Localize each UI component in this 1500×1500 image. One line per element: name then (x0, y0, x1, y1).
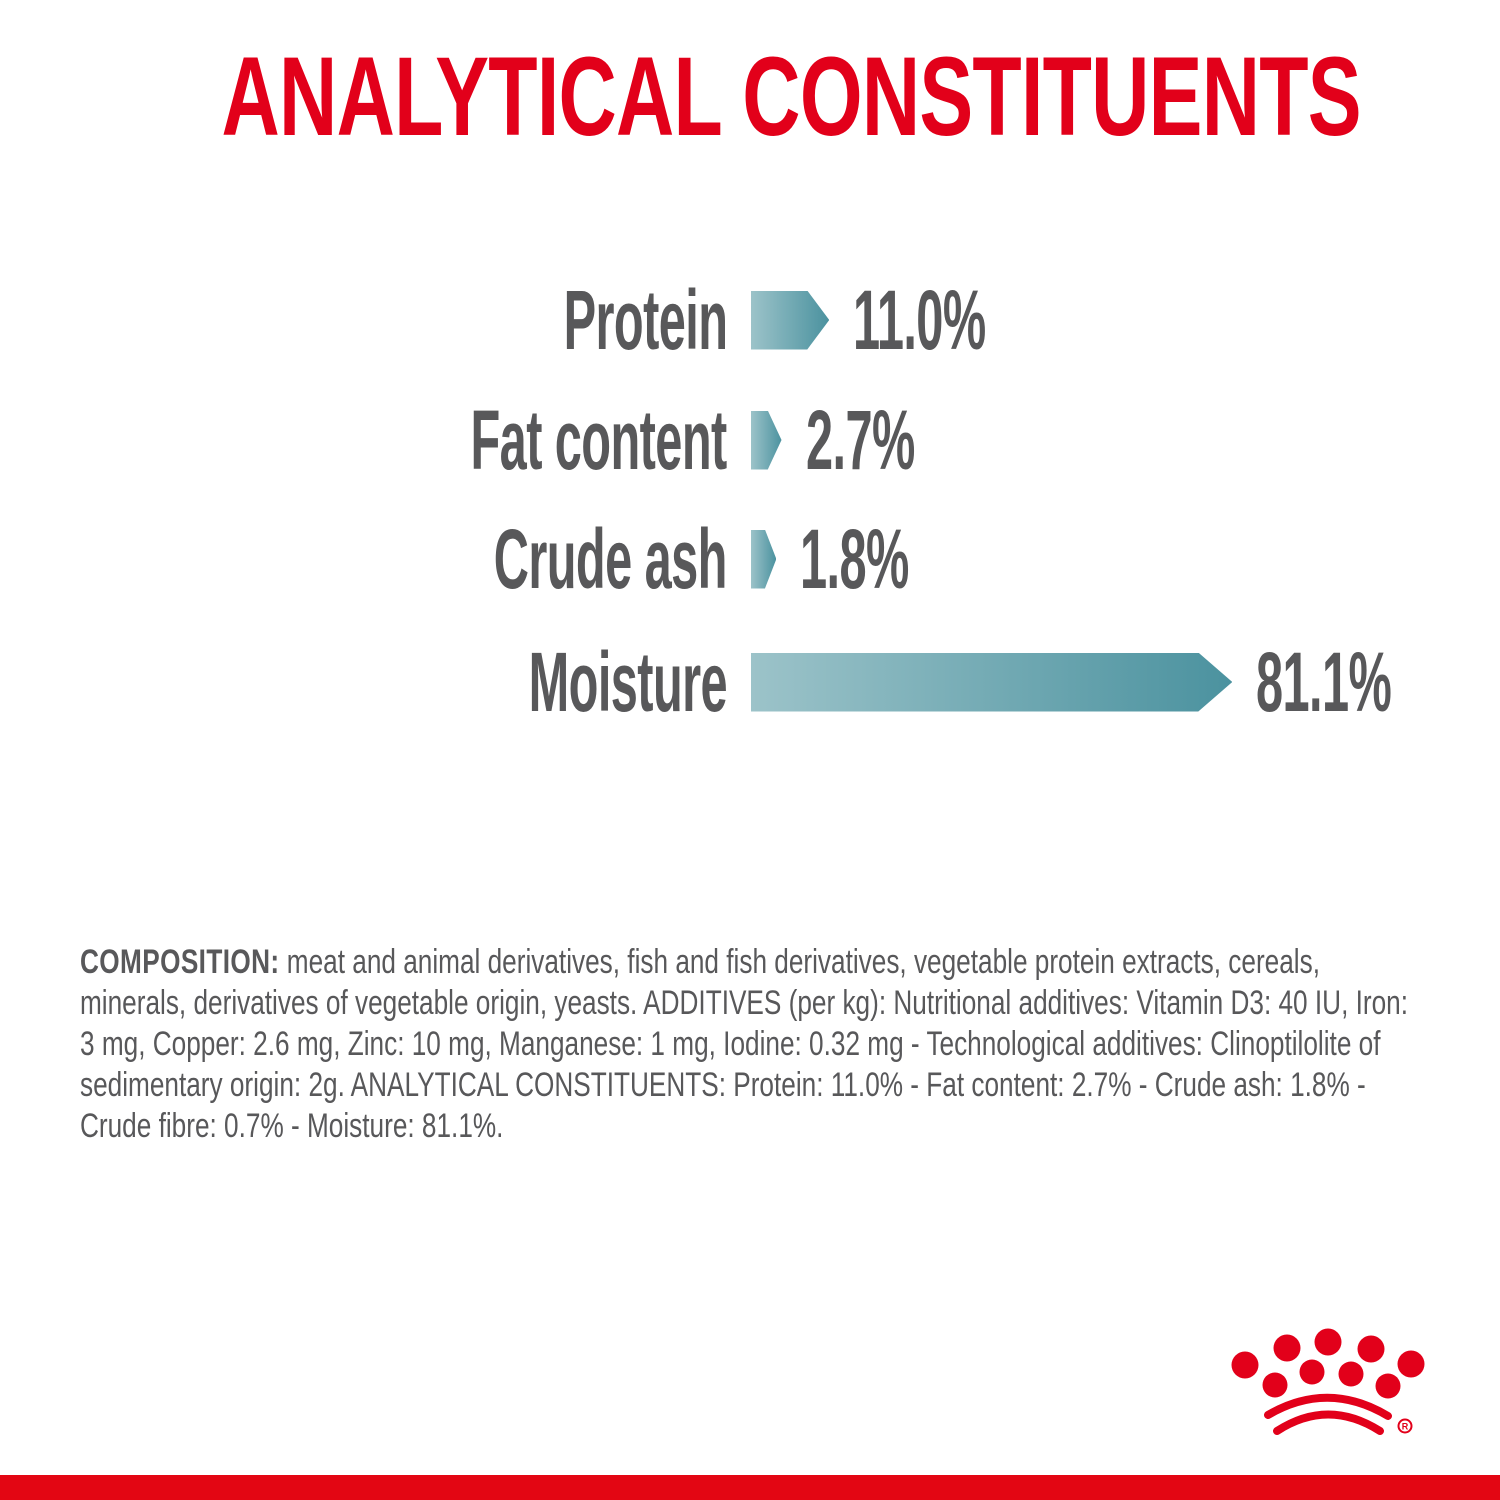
chart-row-moisture: Moisture 81.1% (0, 622, 1500, 742)
svg-text:R: R (1402, 1422, 1409, 1432)
composition-text: meat and animal derivatives, fish and fi… (80, 943, 1408, 1145)
registered-trademark-icon: R (1397, 1418, 1413, 1434)
category-label: Moisture (528, 635, 728, 729)
category-label: Crude ash (493, 512, 728, 606)
value-bar (751, 291, 829, 350)
chart-row-fat-content: Fat content 2.7% (0, 380, 1500, 500)
value-bar (751, 411, 782, 470)
chart-row-crude-ash: Crude ash 1.8% (0, 499, 1500, 619)
footer-red-bar (0, 1475, 1500, 1500)
page-title: ANALYTICAL CONSTITUENTS (0, 38, 1500, 156)
page-title-text: ANALYTICAL CONSTITUENTS (221, 34, 1362, 159)
chart-row-protein: Protein 11.0% (0, 260, 1500, 380)
category-label: Fat content (470, 393, 728, 487)
royal-canin-crown-logo: R (1231, 1328, 1425, 1435)
category-label: Protein (563, 273, 727, 367)
composition-label: COMPOSITION: (80, 943, 280, 981)
composition-paragraph: COMPOSITION: meat and animal derivatives… (80, 942, 1420, 1147)
value-label: 1.8% (800, 512, 910, 606)
crown-icon: R (1231, 1328, 1425, 1435)
value-bar (751, 653, 1232, 712)
value-label: 11.0% (853, 273, 986, 367)
value-bar (751, 530, 776, 589)
value-label: 2.7% (805, 393, 915, 487)
value-label: 81.1% (1256, 635, 1392, 729)
